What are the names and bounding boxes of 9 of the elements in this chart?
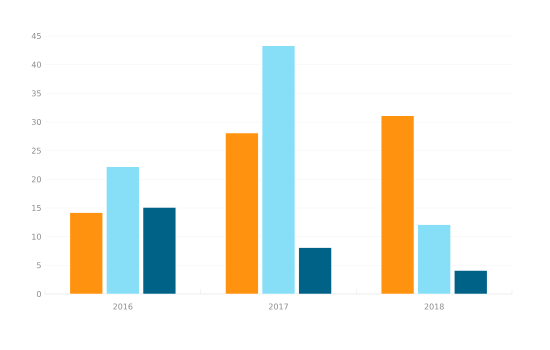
bar (417, 224, 451, 294)
bar (142, 207, 176, 294)
bar (225, 132, 259, 294)
bar (262, 45, 296, 294)
bar (298, 247, 332, 294)
bar (454, 270, 488, 294)
bar (380, 115, 414, 294)
bar (106, 166, 140, 294)
bar (69, 212, 104, 294)
